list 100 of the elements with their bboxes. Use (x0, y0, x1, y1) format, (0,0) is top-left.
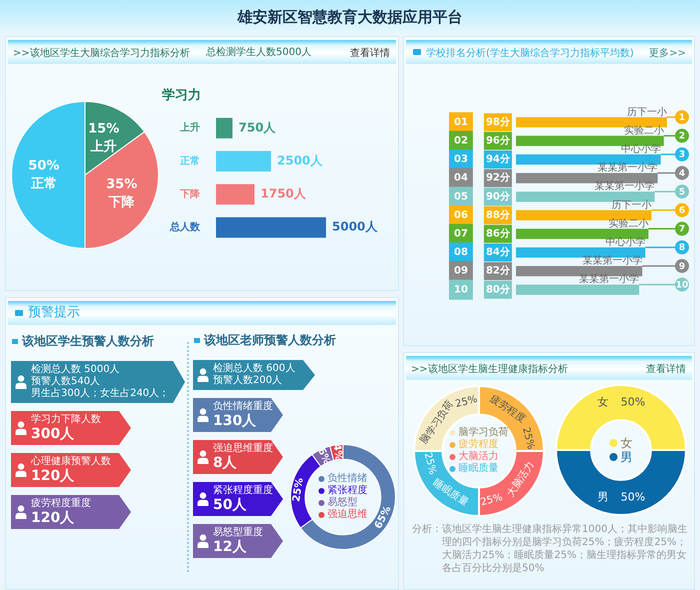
slice-label: 大脑活力 (504, 459, 537, 500)
text: 9 (678, 262, 686, 272)
text: 10 (676, 280, 688, 290)
label-tag: 检测总人数 600人 预警人数200人 (193, 360, 315, 390)
chart-subtitle: 总检测学生人数5000人 (206, 46, 312, 60)
y-tick-label: 01 (454, 116, 468, 128)
slice-label: 女 (598, 395, 608, 408)
text: 雄安新区智慧教育大数据应用平台 (236, 8, 464, 26)
label-tag: 心理健康预警人数 120人 (11, 453, 131, 487)
y-tick-label: 05 (454, 191, 468, 202)
text: 2 (678, 132, 686, 142)
text: 分析：该地区学生脑生理健康指标异常1000人；其中影响脑生理的四个指标分别是脑学习负荷25%；疲劳程度25%；大脑活力25%；睡眠质量25%；脑生理指标异常的男女各占百分比分别是50% (412, 523, 688, 575)
text: 6 (678, 206, 686, 216)
y-tick-label: 03 (454, 154, 468, 166)
data-label: 50% (620, 490, 646, 504)
text: 更多>> (649, 47, 686, 61)
data-label: 86分 (486, 227, 511, 240)
text: 预警提示 (28, 305, 80, 320)
data-label: 84分 (486, 246, 511, 258)
y-tick-label: 08 (454, 247, 468, 258)
y-tick-label: 09 (454, 266, 468, 277)
slice-label: 正常 (30, 176, 57, 192)
data-label: 96分 (486, 134, 511, 146)
annotation: 实验二小 (608, 217, 648, 230)
legend-label: 睡眠质量 (458, 463, 498, 475)
legend-label: 男 (620, 450, 632, 464)
bar (216, 118, 232, 138)
label-tag: 强迫思维重度 8人 (193, 440, 283, 474)
legend-label: 脑学习负荷 (458, 427, 508, 438)
annotation: 某某第一小学 (598, 162, 658, 174)
data-label: 88分 (486, 208, 511, 221)
chart-title: 学校排名分析(学生大脑综合学习力指标平均数) (426, 46, 634, 61)
text: 1 (678, 113, 686, 124)
y-tick-label: 下降 (179, 188, 201, 200)
data-label: 92分 (486, 172, 511, 184)
text: 4 (678, 168, 686, 179)
text: 7 (678, 224, 686, 235)
label-tag: 疲劳程度重度 120人 (11, 495, 131, 529)
data-label: 90分 (486, 190, 511, 202)
chart-title: >>该地区学生大脑综合学习力指标分析 (13, 46, 190, 61)
text: 该地区学生预警人数分析 (22, 334, 154, 349)
label-tag: 紧张程度重度 50人 (193, 482, 283, 516)
annotation: 中心小学 (620, 142, 661, 155)
annotation: 中心小学 (605, 236, 646, 248)
legend-label: 大脑活力 (458, 451, 498, 462)
data-label: 750人 (238, 120, 277, 134)
y-tick-label: 06 (454, 210, 468, 221)
data-label: 25% (520, 426, 536, 451)
annotation: 某某第一小学 (582, 254, 642, 267)
data-label: 65% (372, 504, 394, 531)
data-label: 35% (106, 177, 138, 192)
label-tag: 检测总人数 5000人 预警人数540人 男生占300人；女生占240人； (11, 361, 185, 403)
text: 查看详情 (350, 46, 390, 61)
slice-label: 疲劳程度 (488, 392, 528, 425)
label-tag: 易怒型重度 12人 (193, 524, 283, 558)
legend-label: 疲劳程度 (458, 439, 498, 450)
legend-label: 易怒型 (328, 497, 358, 508)
slice-label: 下降 (108, 195, 136, 210)
text: 5 (678, 187, 686, 198)
y-tick-label: 02 (454, 135, 468, 146)
data-label: 98分 (486, 116, 511, 128)
legend-label: 强迫思维 (328, 509, 368, 521)
annotation: 历下一小 (626, 106, 667, 118)
slice-label: 脑学习负荷 (418, 398, 456, 446)
text: 该地区老师预警人数分析 (204, 333, 336, 348)
data-label: 50% (620, 395, 646, 408)
y-tick-label: 10 (454, 284, 468, 296)
slice-label: 睡眠质量 (430, 476, 471, 509)
data-label: 25% (479, 492, 504, 508)
annotation: 某某第一小学 (579, 273, 640, 286)
bar (216, 150, 271, 172)
chart-title: 学习力 (162, 88, 201, 104)
legend-label: 女 (620, 436, 632, 450)
data-label: 1750人 (260, 186, 307, 200)
slice-label: 上升 (90, 138, 117, 155)
data-label: 25% (422, 451, 438, 476)
annotation: 实验二小 (624, 124, 664, 136)
y-tick-label: 04 (454, 172, 468, 184)
data-label: 15% (88, 122, 120, 137)
legend-label: 紧张程度 (328, 485, 368, 496)
legend-label: 负性情绪 (328, 473, 368, 484)
slice-label: 男 (598, 490, 608, 504)
data-label: 5000人 (332, 220, 378, 234)
text: 3 (678, 150, 686, 160)
data-label: 82分 (486, 264, 511, 277)
chart-title: >>该地区学生脑生理健康指标分析 (411, 362, 568, 377)
annotation: 历下一小 (612, 198, 652, 211)
label-tag: 负性情绪重度 130人 (193, 398, 283, 432)
bar (216, 217, 326, 238)
y-tick-label: 07 (454, 228, 468, 240)
data-label: 80分 (486, 283, 511, 296)
bar (216, 184, 254, 205)
text: 8 (678, 243, 686, 254)
data-label: 2500人 (277, 153, 324, 168)
text: 查看详情 (646, 362, 686, 377)
data-label: 25% (291, 477, 306, 503)
y-tick-label: 正常 (179, 154, 200, 167)
data-label: 25% (454, 394, 479, 410)
y-tick-label: 上升 (179, 122, 200, 134)
label-tag: 学习力下降人数 300人 (11, 411, 131, 445)
